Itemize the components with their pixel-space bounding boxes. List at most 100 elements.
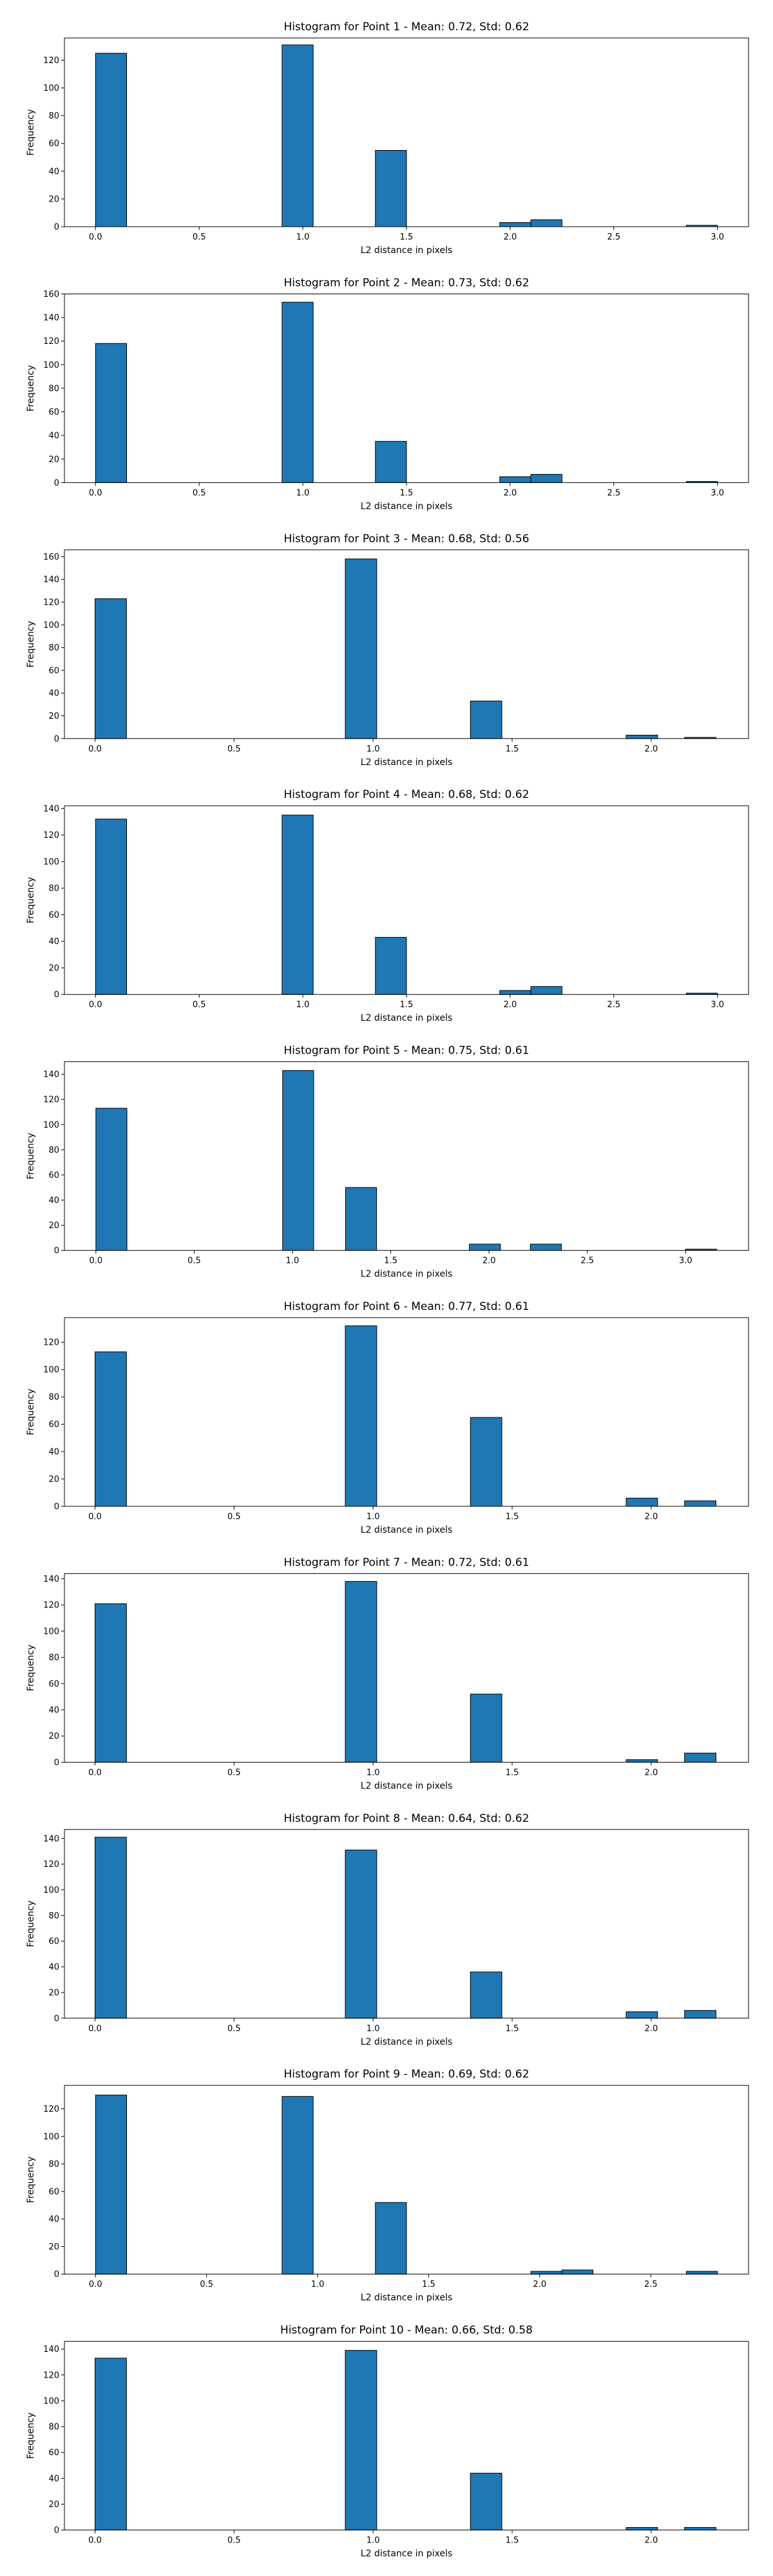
y-tick-label: 80 xyxy=(48,384,59,393)
y-tick-label: 60 xyxy=(48,1937,59,1947)
y-axis-label: Frequency xyxy=(26,1645,36,1691)
x-tick-label: 1.0 xyxy=(367,2536,380,2546)
x-axis-label: L2 distance in pixels xyxy=(361,2293,453,2303)
histogram-bar xyxy=(95,343,128,483)
histogram-bar xyxy=(282,2096,314,2275)
x-axis-label: L2 distance in pixels xyxy=(361,1013,453,1023)
x-tick-label: 1.5 xyxy=(506,2536,519,2546)
y-tick-label: 60 xyxy=(48,139,59,149)
x-axis-label: L2 distance in pixels xyxy=(361,1781,453,1791)
x-axis-label: L2 distance in pixels xyxy=(361,501,453,511)
x-tick-label: 0.5 xyxy=(227,2536,241,2546)
x-tick-label: 1.0 xyxy=(296,232,310,242)
x-tick-label: 1.5 xyxy=(400,232,414,242)
y-tick-label: 100 xyxy=(43,361,59,370)
y-tick-label: 80 xyxy=(48,2160,59,2170)
x-tick-label: 1.0 xyxy=(367,1768,380,1777)
chart-title: Histogram for Point 9 - Mean: 0.69, Std:… xyxy=(283,2068,529,2081)
y-tick-label: 100 xyxy=(43,857,59,867)
y-tick-label: 0 xyxy=(54,734,59,744)
x-tick-label: 1.0 xyxy=(296,1000,310,1010)
x-tick-label: 2.0 xyxy=(504,1000,517,1010)
axes-frame xyxy=(64,2085,749,2275)
x-tick-label: 2.5 xyxy=(607,488,620,498)
histogram-bar xyxy=(470,2472,502,2531)
y-tick-label: 120 xyxy=(43,831,59,840)
histogram-bar xyxy=(685,2271,718,2275)
axes-frame xyxy=(64,1317,749,1507)
histogram-bar xyxy=(625,735,658,739)
y-tick-label: 20 xyxy=(48,712,59,721)
x-tick-label: 3.0 xyxy=(711,1000,724,1010)
axes-frame xyxy=(64,2341,749,2531)
x-tick-label: 3.0 xyxy=(679,1256,692,1266)
y-axis-label: Frequency xyxy=(26,109,36,155)
chart-7: Histogram for Point 7 - Mean: 0.72, Std:… xyxy=(26,1556,749,1791)
y-tick-label: 160 xyxy=(43,290,59,299)
histogram-bar xyxy=(470,1694,502,1763)
y-tick-label: 0 xyxy=(54,990,59,1000)
y-tick-label: 120 xyxy=(43,337,59,346)
y-axis-label: Frequency xyxy=(26,621,36,667)
y-tick-label: 80 xyxy=(48,1393,59,1403)
y-tick-label: 100 xyxy=(43,1365,59,1375)
histogram-bar xyxy=(94,598,127,739)
y-tick-label: 0 xyxy=(54,2014,59,2023)
x-tick-label: 3.0 xyxy=(711,488,724,498)
x-tick-label: 0.0 xyxy=(88,2536,102,2546)
x-tick-label: 0.0 xyxy=(88,744,102,754)
y-tick-label: 20 xyxy=(48,2500,59,2510)
histogram-bar xyxy=(375,440,407,483)
histogram-bar xyxy=(499,222,531,227)
x-tick-label: 1.0 xyxy=(367,2024,380,2034)
y-tick-label: 140 xyxy=(43,804,59,814)
y-tick-label: 40 xyxy=(48,2215,59,2224)
histogram-bar xyxy=(282,44,314,227)
histogram-bar xyxy=(470,1971,502,2019)
axes-frame xyxy=(64,1573,749,1763)
x-axis-label: L2 distance in pixels xyxy=(361,1269,453,1280)
y-tick-label: 120 xyxy=(43,1095,59,1105)
chart-9: Histogram for Point 9 - Mean: 0.69, Std:… xyxy=(26,2068,749,2303)
chart-5: Histogram for Point 5 - Mean: 0.75, Std:… xyxy=(26,1045,749,1280)
y-tick-label: 40 xyxy=(48,1448,59,1457)
y-tick-label: 140 xyxy=(43,2345,59,2354)
x-tick-label: 2.0 xyxy=(645,2024,658,2034)
y-tick-label: 0 xyxy=(54,1502,59,1512)
chart-1: Histogram for Point 1 - Mean: 0.72, Std:… xyxy=(26,21,749,256)
y-tick-label: 100 xyxy=(43,1886,59,1895)
x-tick-label: 2.0 xyxy=(504,232,517,242)
y-tick-label: 80 xyxy=(48,1653,59,1663)
y-axis-label: Frequency xyxy=(26,1133,36,1179)
histogram-bar xyxy=(530,1244,562,1251)
histogram-bar xyxy=(345,1581,377,1763)
chart-2: Histogram for Point 2 - Mean: 0.73, Std:… xyxy=(26,276,749,511)
y-tick-label: 20 xyxy=(48,1475,59,1484)
y-tick-label: 60 xyxy=(48,666,59,676)
histogram-bar xyxy=(345,558,377,739)
x-tick-label: 0.0 xyxy=(89,1000,102,1010)
y-tick-label: 100 xyxy=(43,621,59,630)
chart-title: Histogram for Point 4 - Mean: 0.68, Std:… xyxy=(283,788,529,801)
histogram-bar xyxy=(625,1497,658,1507)
chart-title: Histogram for Point 1 - Mean: 0.72, Std:… xyxy=(283,21,529,33)
x-tick-label: 0.0 xyxy=(89,2280,102,2289)
x-tick-label: 0.5 xyxy=(227,2024,241,2034)
histogram-bar xyxy=(94,2358,127,2531)
y-tick-label: 20 xyxy=(48,455,59,464)
histogram-bar xyxy=(95,819,128,995)
y-tick-label: 120 xyxy=(43,2105,59,2114)
histogram-bar xyxy=(684,2010,716,2019)
x-tick-label: 2.0 xyxy=(533,2280,547,2289)
x-tick-label: 1.0 xyxy=(296,488,310,498)
histogram-bar xyxy=(499,476,531,483)
chart-title: Histogram for Point 10 - Mean: 0.66, Std… xyxy=(280,2324,533,2337)
y-tick-label: 80 xyxy=(48,1146,59,1155)
y-tick-label: 60 xyxy=(48,2187,59,2197)
y-tick-label: 140 xyxy=(43,1834,59,1844)
axes-frame xyxy=(64,549,749,739)
histogram-bar xyxy=(499,990,531,995)
y-tick-label: 40 xyxy=(48,167,59,176)
chart-title: Histogram for Point 7 - Mean: 0.72, Std:… xyxy=(283,1556,529,1569)
y-tick-label: 20 xyxy=(48,963,59,973)
